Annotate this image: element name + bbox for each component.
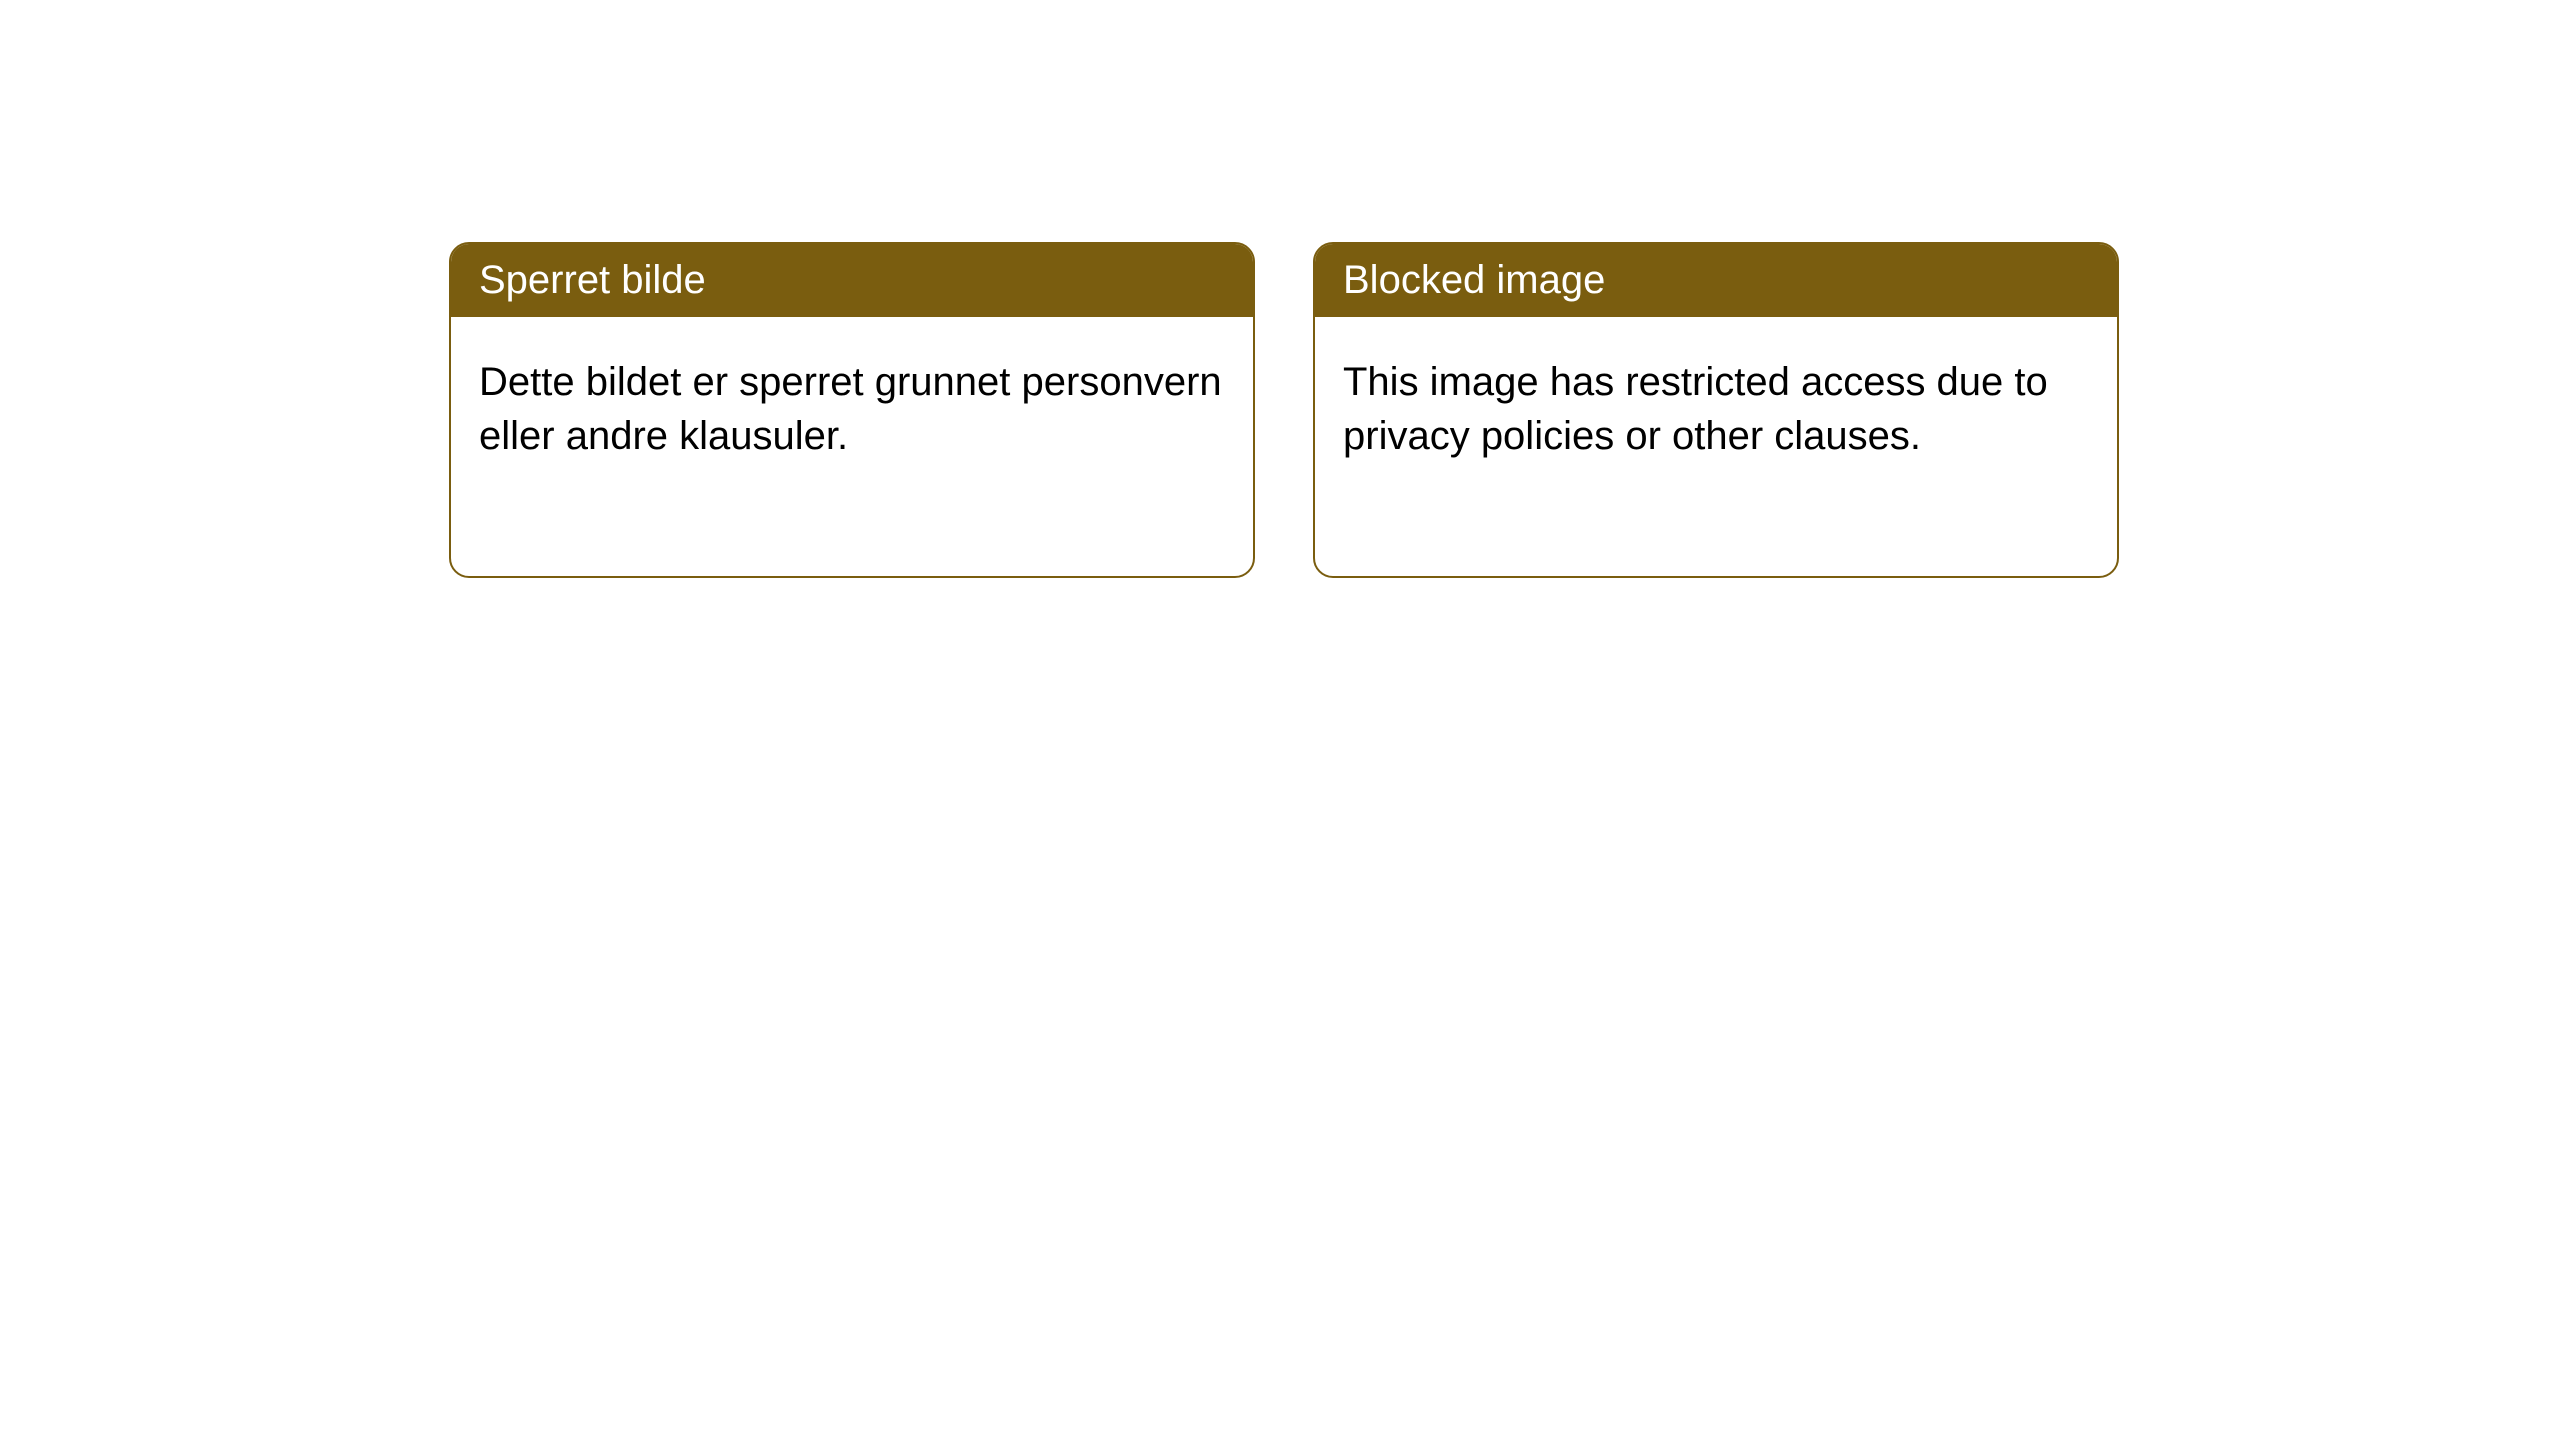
- notice-header: Blocked image: [1315, 244, 2117, 317]
- notice-card-norwegian: Sperret bilde Dette bildet er sperret gr…: [449, 242, 1255, 578]
- notice-header: Sperret bilde: [451, 244, 1253, 317]
- notice-body: Dette bildet er sperret grunnet personve…: [451, 317, 1253, 501]
- notice-cards-container: Sperret bilde Dette bildet er sperret gr…: [449, 242, 2119, 578]
- notice-card-english: Blocked image This image has restricted …: [1313, 242, 2119, 578]
- notice-body: This image has restricted access due to …: [1315, 317, 2117, 501]
